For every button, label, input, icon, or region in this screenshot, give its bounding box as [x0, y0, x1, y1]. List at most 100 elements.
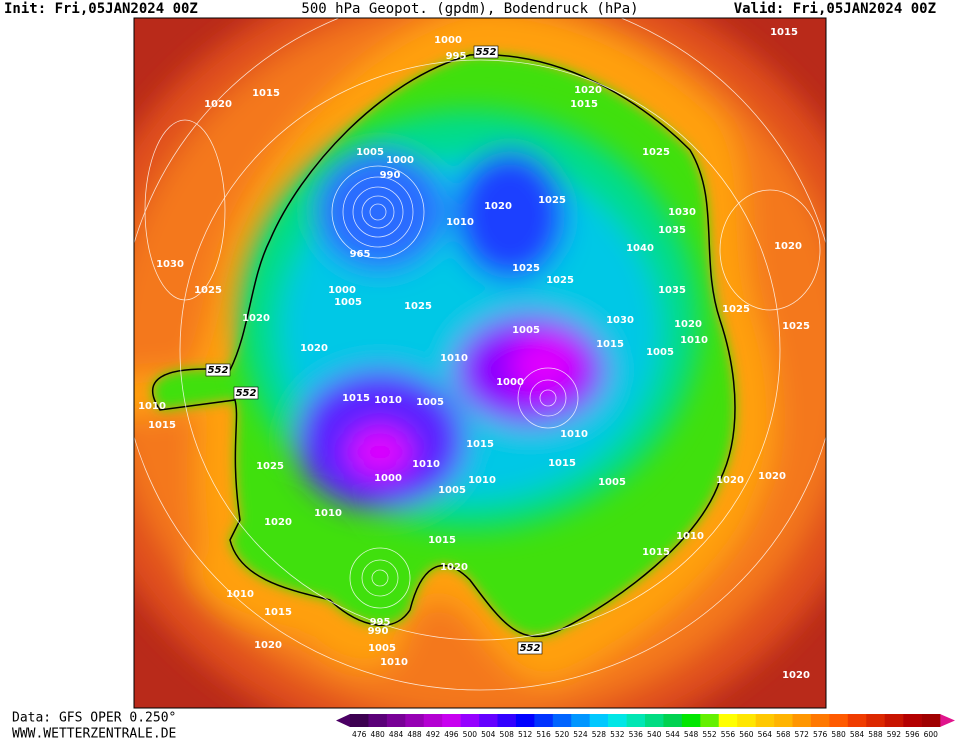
isobar-label: 552	[476, 47, 497, 58]
data-source: Data: GFS OPER 0.250°	[12, 711, 176, 726]
isobar-label: 1030	[156, 259, 184, 270]
colorbar-cell	[681, 714, 701, 727]
colorbar-cell	[866, 714, 885, 727]
colorbar-cell	[626, 714, 646, 727]
isobar-label: 1015	[570, 99, 598, 110]
colorbar-cell	[718, 714, 738, 727]
isobar-label: 1040	[626, 243, 654, 254]
isobar-label: 1030	[668, 207, 696, 218]
colorbar-label: 504	[481, 730, 496, 739]
isobar-label: 1015	[596, 339, 624, 350]
colorbar-cell	[405, 714, 425, 727]
colorbar-label: 540	[647, 730, 662, 739]
colorbar-cell	[460, 714, 480, 727]
isobar-label: 1020	[674, 319, 702, 330]
colorbar-cell	[571, 714, 590, 727]
isobar-label: 1000	[434, 35, 462, 46]
isobar-label: 1010	[314, 508, 342, 519]
colorbar-arrow-low	[336, 714, 350, 727]
map-field	[134, 18, 826, 708]
colorbar-label: 568	[776, 730, 791, 739]
isobar-label: 1025	[546, 275, 574, 286]
isobar-label: 1005	[598, 477, 626, 488]
colorbar-label: 536	[629, 730, 644, 739]
isobar-label: 552	[520, 643, 541, 654]
colorbar-cell	[368, 714, 388, 727]
colorbar-label: 512	[518, 730, 533, 739]
isobar-label: 1005	[416, 397, 444, 408]
isobar-label: 1025	[722, 304, 750, 315]
isobar-label: 1000	[328, 285, 356, 296]
isobar-label: 1020	[204, 99, 232, 110]
colorbar-cell	[589, 714, 609, 727]
isobar-label: 1025	[256, 461, 284, 472]
label-box	[517, 641, 543, 655]
isobar-label: 1020	[242, 313, 270, 324]
isobar-label: 1015	[770, 27, 798, 38]
isobar-label: 1005	[334, 297, 362, 308]
isobar-label: 1025	[538, 195, 566, 206]
colorbar-label: 572	[795, 730, 810, 739]
isobar-label: 1025	[512, 263, 540, 274]
colorbar-cell	[534, 714, 554, 727]
colorbar-label: 500	[463, 730, 478, 739]
isobar-label: 1010	[412, 459, 440, 470]
colorbar-label: 492	[426, 730, 441, 739]
colorbar-label: 484	[389, 730, 404, 739]
isobar-label: 1000	[374, 473, 402, 484]
label-box	[205, 363, 231, 377]
isobar-label: 1015	[264, 607, 292, 618]
isobar-label: 1015	[642, 547, 670, 558]
label-box	[233, 386, 259, 400]
isobar-label: 1005	[368, 643, 396, 654]
colorbar-cell	[829, 714, 849, 727]
colorbar-label: 564	[758, 730, 773, 739]
isobar-label: 1010	[680, 335, 708, 346]
isobar-label: 1010	[468, 475, 496, 486]
isobar-label: 1010	[446, 217, 474, 228]
colorbar-label: 508	[500, 730, 515, 739]
isobar-label: 1005	[356, 147, 384, 158]
isobar-label: 552	[208, 365, 229, 376]
isobar-label: 1020	[264, 517, 292, 528]
isobar-label: 1005	[646, 347, 674, 358]
colorbar: 476 480 484 488 492 496 500 504 508 512 516 520 524 5…	[336, 714, 955, 739]
isobar-label: 1015	[252, 88, 280, 99]
website: WWW.WETTERZENTRALE.DE	[12, 727, 176, 741]
colorbar-label: 592	[887, 730, 902, 739]
valid-time: Valid: Fri,05JAN2024 00Z	[734, 1, 936, 17]
colorbar-label: 520	[555, 730, 570, 739]
colorbar-cell	[755, 714, 775, 727]
colorbar-label: 596	[905, 730, 920, 739]
colorbar-cell	[386, 714, 406, 727]
isobar-label: 1015	[342, 393, 370, 404]
isobar-label: 1010	[380, 657, 408, 668]
colorbar-label: 516	[536, 730, 551, 739]
plot-frame	[133, 17, 827, 709]
colorbar-label: 588	[868, 730, 883, 739]
isobar-label: 1010	[226, 589, 254, 600]
colorbar-cell	[515, 714, 535, 727]
colorbar-label: 524	[573, 730, 588, 739]
isobar-label: 1015	[428, 535, 456, 546]
isobar-label: 995	[446, 51, 467, 62]
isobar-label: 1025	[194, 285, 222, 296]
isobar-label: 965	[350, 249, 371, 260]
label-box	[473, 45, 499, 59]
colorbar-cell	[810, 714, 830, 727]
colorbar-cell	[442, 714, 461, 727]
colorbar-cell	[552, 714, 572, 727]
isobar-label: 1020	[782, 670, 810, 681]
colorbar-cell	[479, 714, 498, 727]
isobar-label: 1030	[606, 315, 634, 326]
isobar-label: 1000	[496, 377, 524, 388]
isobar-label: 1020	[440, 562, 468, 573]
colorbar-cell	[608, 714, 627, 727]
colorbar-cell	[700, 714, 720, 727]
map-title: 500 hPa Geopot. (gpdm), Bodendruck (hPa)	[301, 1, 638, 17]
colorbar-label: 496	[444, 730, 459, 739]
isobar-label: 1020	[574, 85, 602, 96]
